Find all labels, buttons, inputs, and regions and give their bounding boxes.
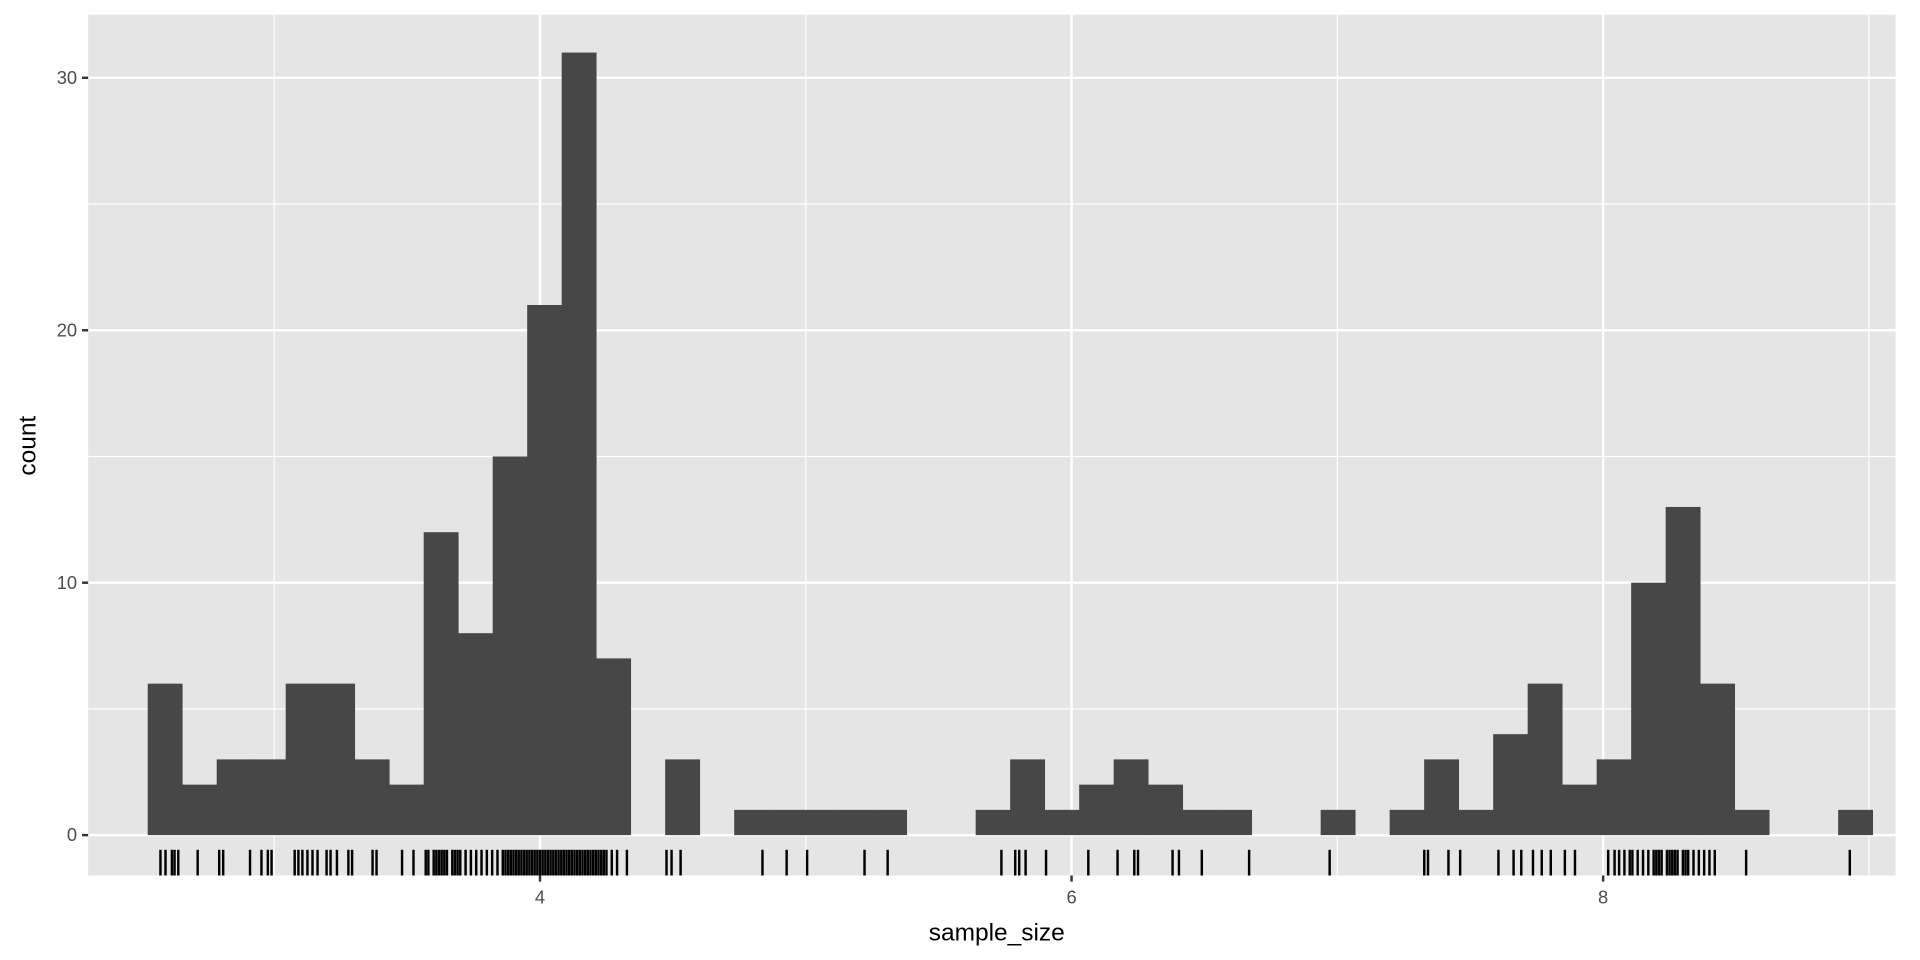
- histogram-bar: [872, 809, 908, 836]
- y-tick-label: 30: [57, 67, 77, 88]
- histogram-bar: [837, 809, 873, 836]
- rug-marks: [159, 849, 1852, 876]
- histogram-bar: [1493, 734, 1529, 836]
- histogram-bar: [1389, 809, 1425, 836]
- histogram-bar: [1044, 809, 1080, 836]
- y-axis-label: count: [15, 416, 42, 476]
- histogram-bar: [320, 683, 356, 836]
- histogram-bar: [1182, 809, 1218, 836]
- histogram-bar: [1217, 809, 1253, 836]
- histogram-bar: [1010, 759, 1046, 836]
- histogram-bar: [147, 683, 183, 836]
- x-tick-label: 8: [1598, 887, 1608, 908]
- histogram-bar: [389, 784, 425, 836]
- histogram-bar: [734, 809, 770, 836]
- histogram-bar: [975, 809, 1011, 836]
- histogram-bar: [1838, 809, 1874, 836]
- histogram-bar: [1631, 582, 1667, 836]
- histogram-bar: [285, 683, 321, 836]
- histogram-bar: [1148, 784, 1184, 836]
- histogram-bar: [803, 809, 839, 836]
- x-axis-label: sample_size: [929, 919, 1065, 946]
- histogram-bar: [1596, 759, 1632, 836]
- y-tick-label: 10: [57, 572, 77, 593]
- x-tick-label: 6: [1066, 887, 1076, 908]
- plot-panel: [88, 14, 1896, 876]
- bars: [147, 52, 1874, 836]
- histogram-bar: [1113, 759, 1149, 836]
- histogram-bar: [458, 633, 494, 836]
- histogram-bar: [768, 809, 804, 836]
- histogram-bar: [1562, 784, 1598, 836]
- histogram-bar: [1320, 809, 1356, 836]
- axes: 4 6 8 0 10 20 30: [57, 67, 1609, 908]
- histogram-bar: [1527, 683, 1563, 836]
- histogram-bar: [354, 759, 390, 836]
- histogram-bar: [596, 658, 632, 836]
- histogram-bar: [492, 456, 528, 836]
- y-tick-label: 20: [57, 319, 77, 340]
- histogram-bar: [1424, 759, 1460, 836]
- histogram-bar: [1734, 809, 1770, 836]
- y-tick-label: 0: [67, 824, 77, 845]
- histogram-bar: [665, 759, 701, 836]
- histogram-bar: [1665, 506, 1701, 836]
- histogram-bar: [1458, 809, 1494, 836]
- histogram-bar: [251, 759, 287, 836]
- histogram-bar: [182, 784, 218, 836]
- histogram-bar: [1700, 683, 1736, 836]
- histogram-bar: [216, 759, 252, 836]
- histogram-bar: [1079, 784, 1115, 836]
- histogram-bar: [561, 52, 597, 836]
- x-tick-label: 4: [535, 887, 545, 908]
- histogram-bar: [527, 304, 563, 836]
- histogram-bar: [423, 532, 459, 836]
